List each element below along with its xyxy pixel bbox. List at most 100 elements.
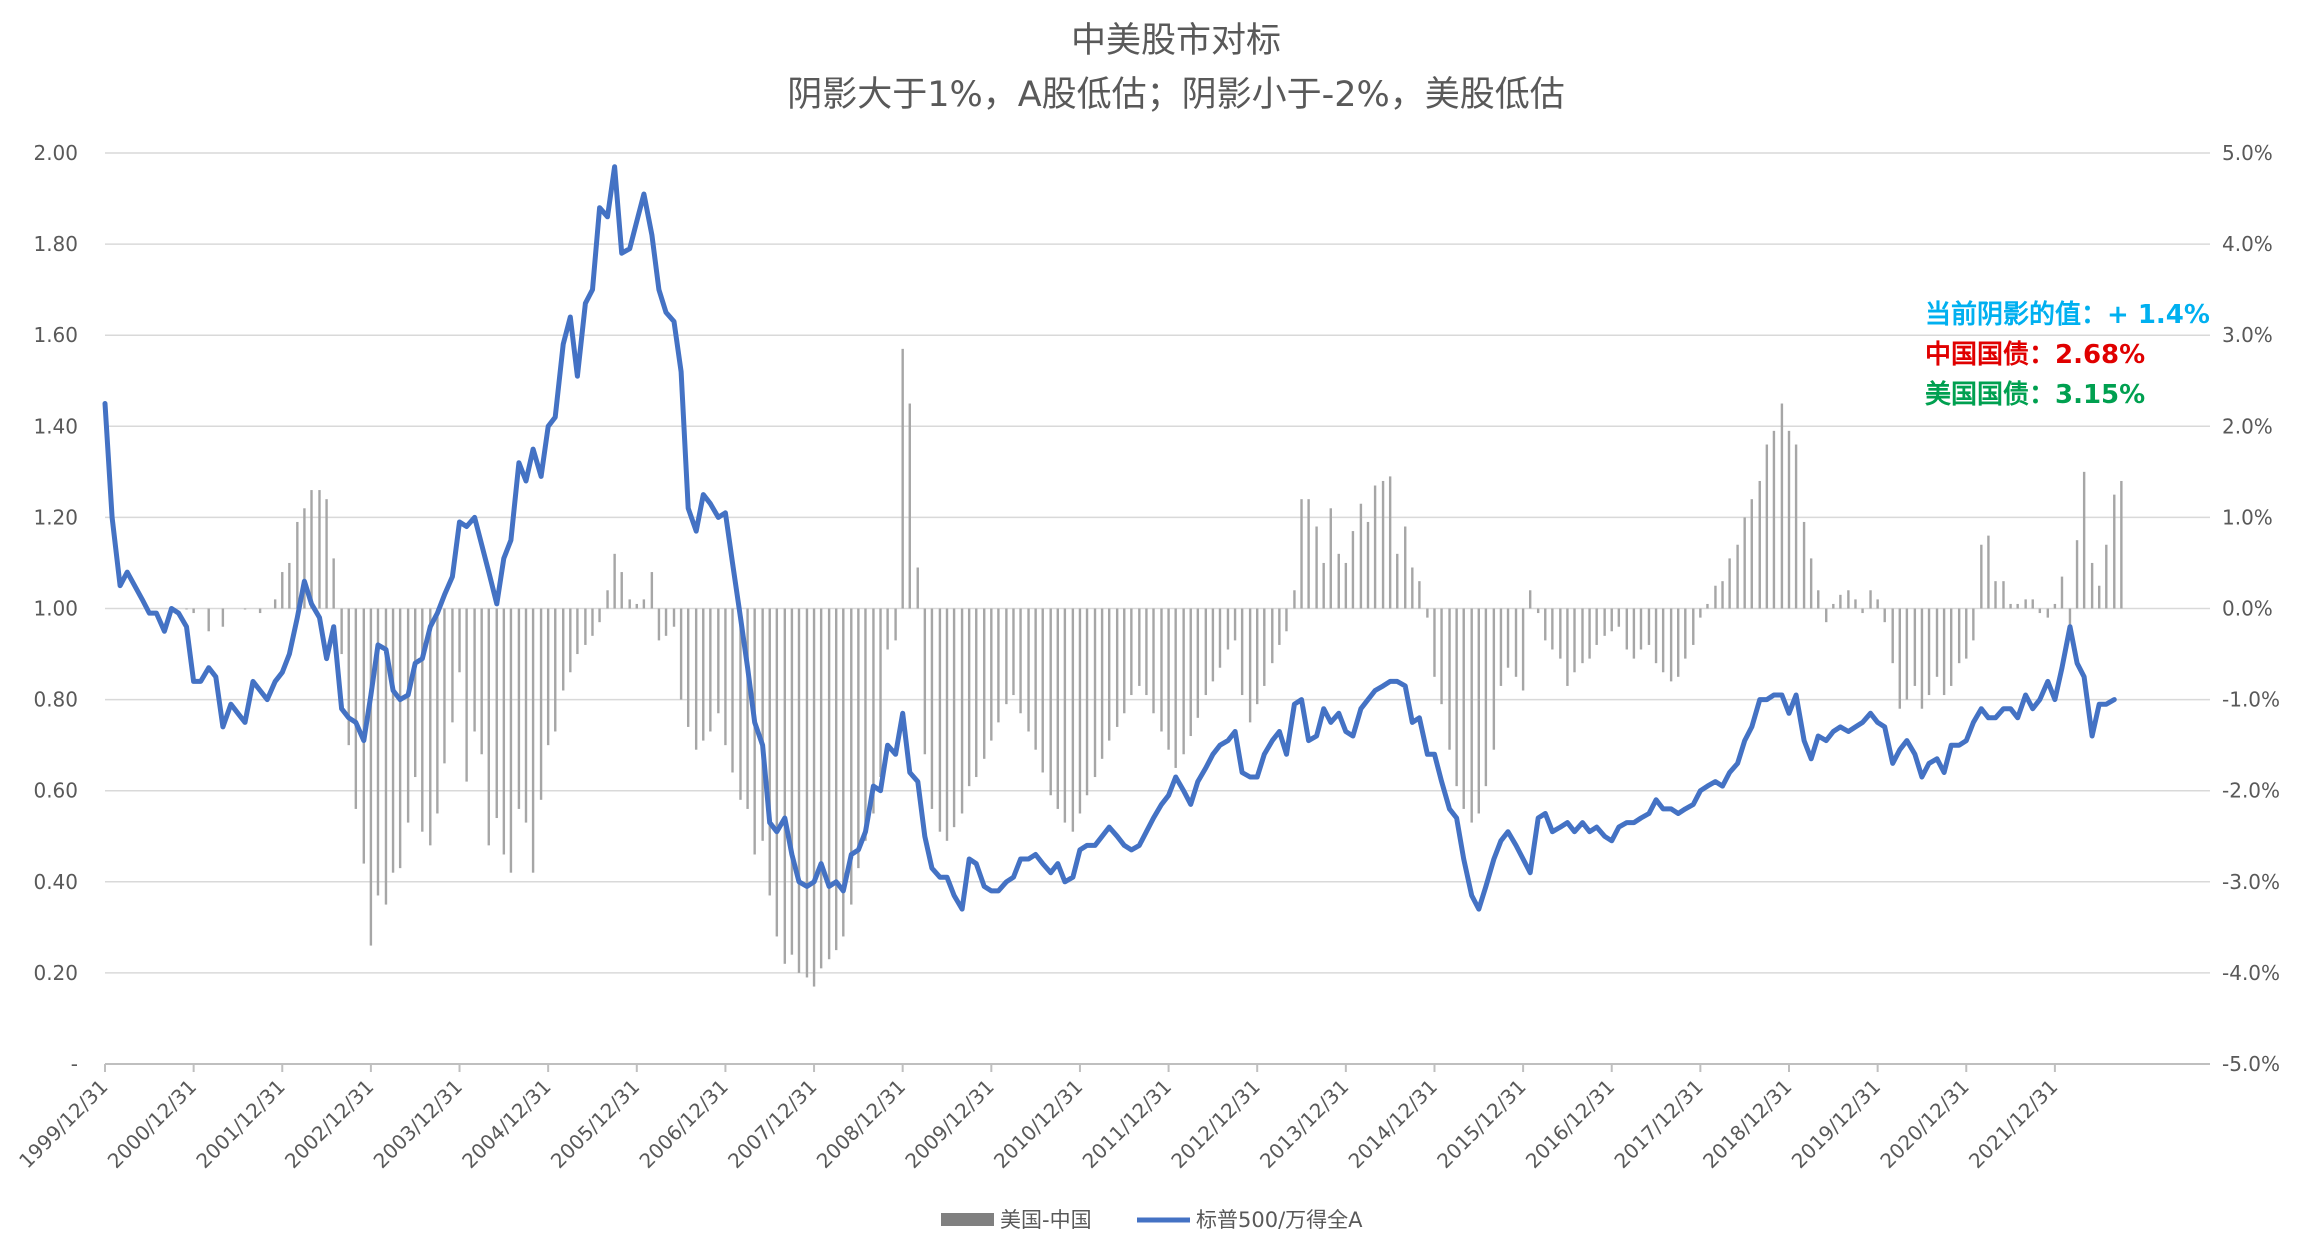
bar [598,608,601,623]
bar [739,608,742,800]
bar [502,608,506,855]
x-tick-label: 2010/12/31 [989,1075,1087,1173]
bar [1581,608,1584,664]
bar [1049,608,1052,796]
bar [1566,608,1569,686]
bar [1743,517,1746,609]
bar [1012,608,1015,696]
bar [318,490,321,609]
bar [753,608,756,855]
right-tick-label: -4.0% [2222,961,2280,985]
bar [340,608,343,655]
x-tick-label: 2018/12/31 [1698,1075,1796,1173]
bar [938,608,942,832]
bar [1315,526,1318,609]
bar [606,590,609,609]
x-tick-label: 2020/12/31 [1875,1075,1973,1173]
bar [857,608,860,869]
x-tick-label: 2015/12/31 [1432,1075,1530,1173]
left-tick-label: 1.20 [33,505,78,529]
bar [1426,608,1429,618]
bar [1536,608,1540,614]
legend-bar-swatch [941,1213,994,1226]
bar [1802,521,1806,609]
left-tick-label: 1.80 [33,232,78,256]
bar [185,608,188,610]
bar [243,608,247,610]
left-tick-label: 0.60 [33,779,78,803]
bar [458,608,461,673]
bar [1056,608,1059,809]
bar [724,608,727,746]
bar [473,608,476,732]
bar [1935,608,1939,677]
left-tick-label: 1.00 [33,597,78,621]
bar [1167,608,1170,750]
bar [1448,608,1451,750]
bar [1684,608,1687,659]
bar [635,603,638,609]
x-tick-label: 2007/12/31 [723,1075,821,1173]
bar [908,403,911,609]
bar [1551,608,1554,650]
bar [1861,608,1864,614]
bar [1765,444,1769,609]
bar-series [185,348,2123,987]
bar [1957,608,1961,664]
right-tick-label: -1.0% [2222,688,2280,712]
bar [1573,608,1576,673]
right-tick-label: -5.0% [2222,1052,2280,1076]
bar [369,608,373,946]
right-tick-label: 0.0% [2222,597,2273,621]
x-tick-label: 2021/12/31 [1964,1075,2062,1173]
bar [1736,544,1739,609]
bar [273,599,277,609]
bar [1559,608,1562,659]
bar [436,608,439,814]
bar [1913,608,1917,686]
line-series [102,164,2117,912]
bar [1876,599,1879,609]
bar [2082,471,2086,609]
bar [1714,585,1717,609]
bar [1115,608,1119,727]
chart-title: 中美股市对标 [1071,21,1281,61]
bar [2016,603,2019,609]
bar [2075,540,2079,609]
bar [1721,581,1724,609]
bar [1588,608,1591,659]
bar [952,608,956,828]
x-tick-label: 2009/12/31 [900,1075,998,1173]
bar [783,608,787,964]
bar [376,608,380,896]
bar [2090,562,2094,609]
bar [1595,608,1598,645]
bar [1758,480,1761,609]
bar [1138,608,1141,686]
bar [1130,608,1133,696]
x-tick-label: 2008/12/31 [812,1075,910,1173]
x-tick-label: 2014/12/31 [1344,1075,1442,1173]
bar [1661,608,1665,673]
bar [1351,531,1355,609]
bar [1883,608,1886,623]
x-tick-label: 2005/12/31 [546,1075,644,1173]
bar [650,572,654,609]
bar [1927,608,1931,696]
bar [894,608,897,641]
bar [1034,608,1037,750]
x-tick-label: 2006/12/31 [634,1075,732,1173]
bar [872,608,875,814]
bar [1980,544,1983,609]
bar [1337,553,1340,609]
bar [672,608,676,627]
bar [790,608,794,955]
x-tick-label: 1999/12/31 [14,1075,112,1173]
bar [1027,608,1030,732]
right-tick-label: 3.0% [2222,323,2273,347]
bar [207,608,210,632]
bar [1063,608,1067,823]
bar [1240,608,1244,696]
chart-subtitle: 阴影大于1%，A股低估；阴影小于-2%，美股低估 [787,75,1565,115]
